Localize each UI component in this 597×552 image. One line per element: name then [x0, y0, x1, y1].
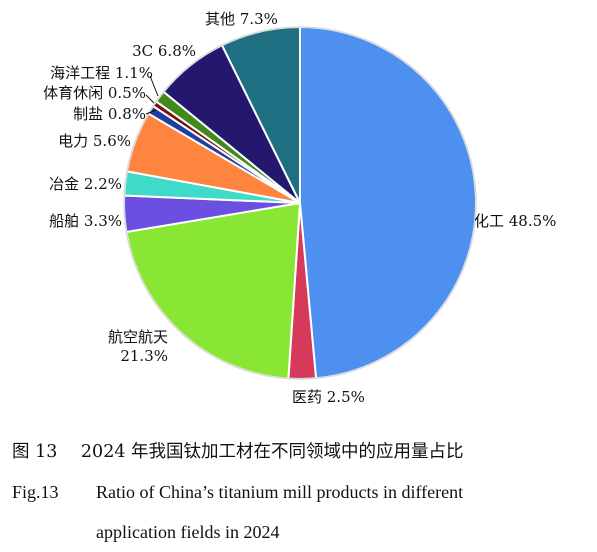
- pie-chart: 化工 48.5% 医药 2.5% 航空航天 21.3% 船舶 3.3% 冶金 2.2% 电力…: [43, 10, 556, 406]
- slice-label-5: 电力 5.6%: [58, 132, 131, 150]
- slice-label-4: 冶金 2.2%: [49, 175, 122, 193]
- caption-en-text-line1: Ratio of China’s titanium mill products …: [96, 482, 464, 502]
- slice-label-2: 航空航天 21.3%: [108, 328, 168, 365]
- caption-en-number: Fig.13: [12, 482, 59, 502]
- slice-label-3: 船舶 3.3%: [49, 212, 122, 230]
- slice-label-7: 体育休闲 0.5%: [43, 84, 146, 102]
- caption-zh-text: 2024 年我国钛加工材在不同领域中的应用量占比: [80, 442, 464, 462]
- caption-english: Fig.13 Ratio of China’s titanium mill pro…: [12, 482, 597, 503]
- caption-chinese: 图 13 2024 年我国钛加工材在不同领域中的应用量占比: [12, 438, 597, 463]
- caption-zh-number: 图 13: [12, 442, 58, 462]
- slice-label-1: 医药 2.5%: [292, 388, 365, 406]
- slice-label-0: 化工 48.5%: [474, 212, 556, 230]
- pie-outline: [123, 26, 477, 380]
- leader-line-8: [149, 75, 159, 97]
- slice-label-6: 制盐 0.8%: [73, 105, 146, 123]
- slice-label-9: 3C 6.8%: [132, 42, 196, 60]
- slice-label-10: 其他 7.3%: [205, 10, 278, 28]
- slice-label-8: 海洋工程 1.1%: [50, 64, 153, 82]
- pie-slice-0: [299, 25, 477, 380]
- leader-line-6: [145, 109, 157, 115]
- leader-line-7: [145, 94, 155, 104]
- caption-english-line2: application fields in 2024: [96, 522, 280, 542]
